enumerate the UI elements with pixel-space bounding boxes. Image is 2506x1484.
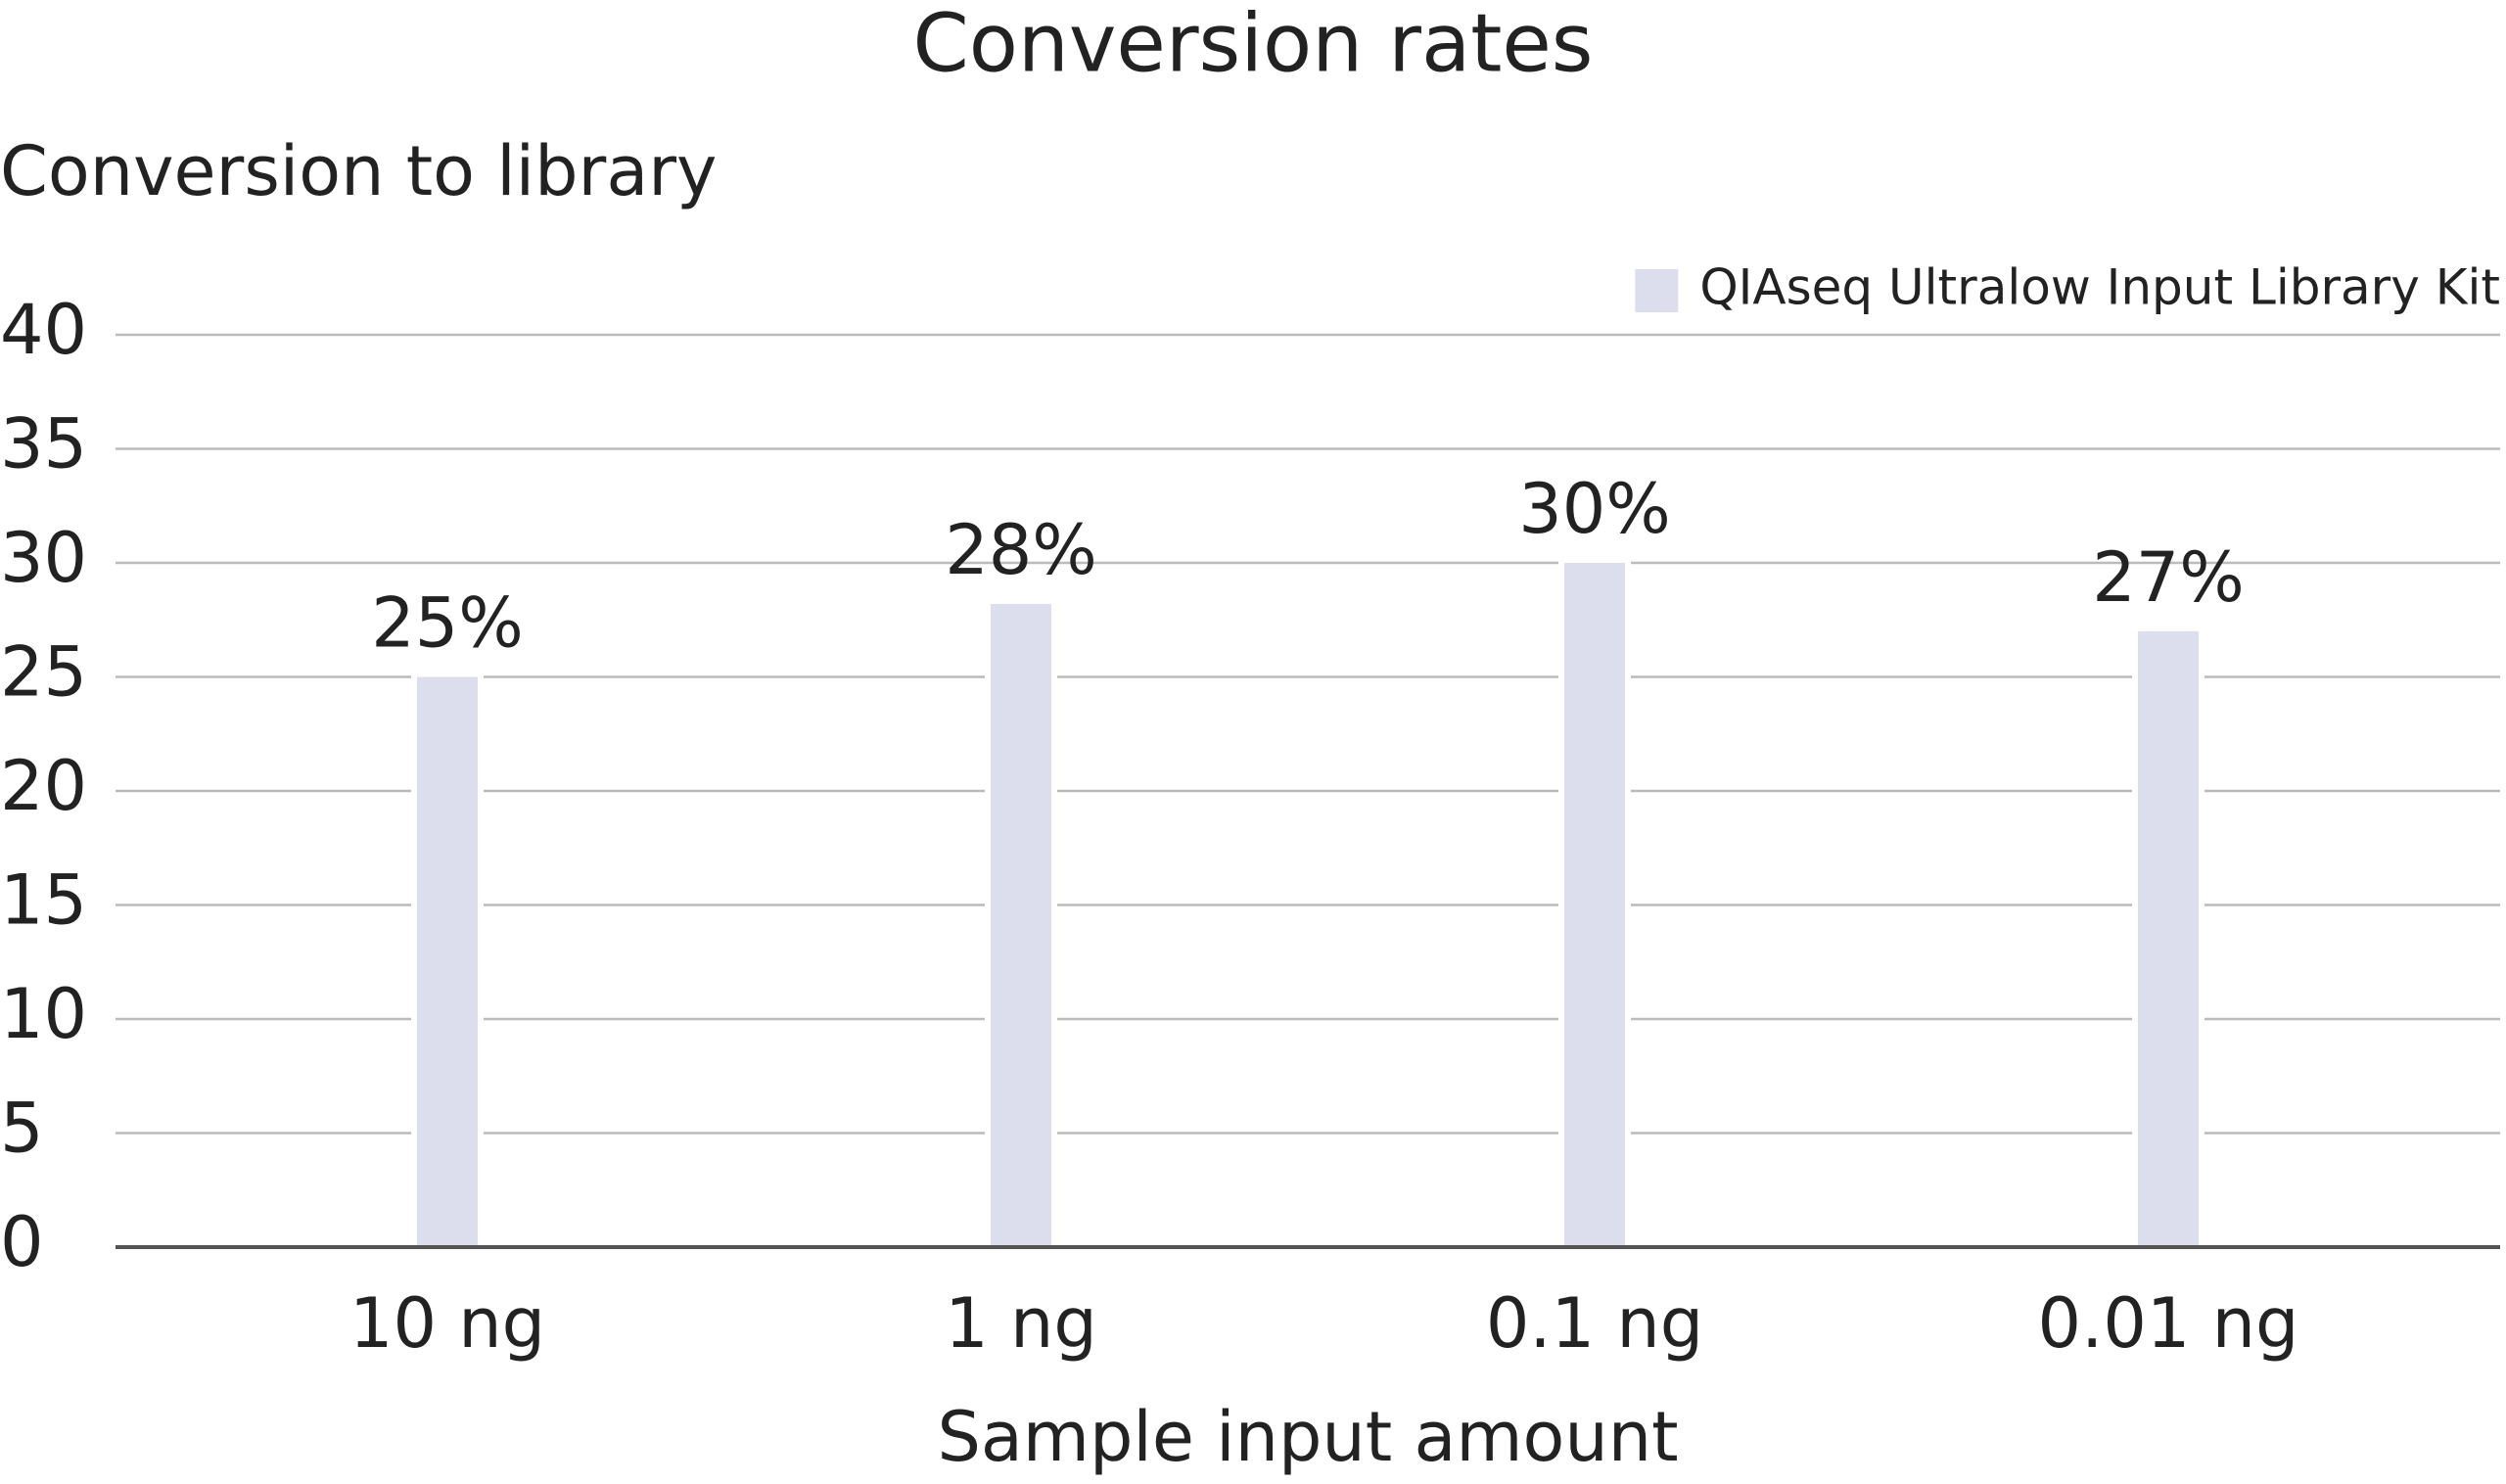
y-tick-label: 15	[0, 860, 87, 941]
y-tick-label: 10	[0, 974, 87, 1054]
x-tick-label: 0.1 ng	[1486, 1283, 1703, 1364]
x-axis-label: Sample input amount	[937, 1397, 1678, 1477]
x-tick-label: 1 ng	[945, 1283, 1097, 1364]
y-tick-label: 40	[0, 290, 87, 370]
legend-swatch	[1635, 269, 1679, 312]
x-tick-label: 10 ng	[349, 1283, 545, 1364]
y-axis-label: Conversion to library	[0, 131, 717, 211]
bar	[2132, 625, 2204, 1253]
y-tick-label: 0	[0, 1202, 44, 1282]
data-label: 27%	[2092, 537, 2245, 618]
data-label: 25%	[371, 583, 524, 664]
y-tick-label: 25	[0, 632, 87, 713]
y-tick-label: 20	[0, 746, 87, 826]
y-tick-label: 5	[0, 1089, 44, 1169]
x-tick-label: 0.01 ng	[2038, 1283, 2299, 1364]
bar	[1558, 557, 1631, 1253]
bar	[411, 671, 484, 1253]
legend-label: QIAseq Ultralow Input Library Kit	[1699, 259, 2500, 316]
y-tick-label: 30	[0, 518, 87, 598]
data-label: 30%	[1518, 469, 1671, 549]
y-tick-label: 35	[0, 404, 87, 485]
bar	[985, 597, 1057, 1253]
data-label: 28%	[945, 510, 1097, 590]
chart-title: Conversion rates	[912, 0, 1593, 90]
